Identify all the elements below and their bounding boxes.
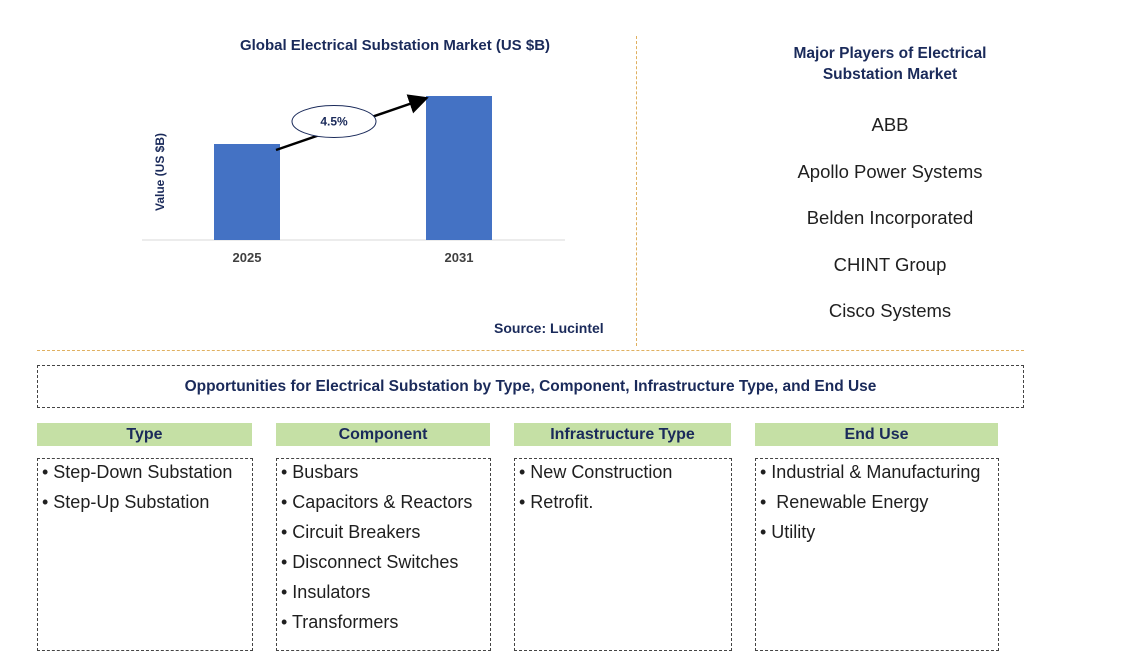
cagr-label: 4.5% (320, 115, 348, 129)
category-box-end-use: • Industrial & Manufacturing • Renewable… (755, 458, 999, 651)
category-box-infrastructure: • New Construction • Retrofit. (514, 458, 732, 651)
horizontal-divider (37, 350, 1024, 351)
player-item: Apollo Power Systems (797, 160, 983, 182)
list-item: • Utility (760, 522, 816, 542)
chart-title: Global Electrical Substation Market (US … (239, 37, 551, 54)
x-tick-label: 2031 (445, 250, 474, 265)
source-note: Source: Lucintel (494, 320, 604, 336)
list-item: • Circuit Breakers (281, 522, 421, 542)
category-header-component: Component (276, 423, 490, 446)
player-item: Belden Incorporated (806, 207, 974, 228)
list-item: • Transformers (281, 612, 399, 632)
category-box-component: • Busbars • Capacitors & Reactors • Circ… (276, 458, 491, 651)
list-item: • Disconnect Switches (281, 552, 459, 572)
list-item: • Busbars (281, 462, 359, 482)
list-item: • Capacitors & Reactors (281, 492, 473, 512)
player-item: Cisco Systems (828, 300, 952, 321)
players-title: Major Players of Electrical Substation M… (793, 45, 987, 83)
cagr-ellipse (291, 105, 377, 138)
list-item: • Retrofit. (519, 492, 594, 512)
bar-2031 (426, 96, 492, 240)
player-item: CHINT Group (833, 253, 947, 275)
category-header-type: Type (37, 423, 252, 446)
list-item: • Step-Down Substation (42, 462, 233, 482)
list-item: • New Construction (519, 462, 673, 482)
list-item: • Insulators (281, 582, 371, 602)
x-tick-label: 2025 (233, 250, 262, 265)
players-list: ABB Apollo Power Systems Belden Incorpor… (755, 113, 1025, 346)
opportunities-title: Opportunities for Electrical Substation … (37, 365, 1024, 408)
bar-2025 (214, 144, 280, 240)
bar-chart: 2025 2031 4.5% (142, 94, 565, 265)
player-item: ABB (871, 114, 909, 135)
category-header-infrastructure: Infrastructure Type (514, 423, 731, 446)
vertical-divider (636, 36, 637, 346)
list-item: • Step-Up Substation (42, 492, 210, 512)
list-item: • Industrial & Manufacturing (760, 462, 981, 482)
category-header-end-use: End Use (755, 423, 998, 446)
list-item: • Renewable Energy (760, 492, 929, 512)
category-box-type: • Step-Down Substation • Step-Up Substat… (37, 458, 253, 651)
